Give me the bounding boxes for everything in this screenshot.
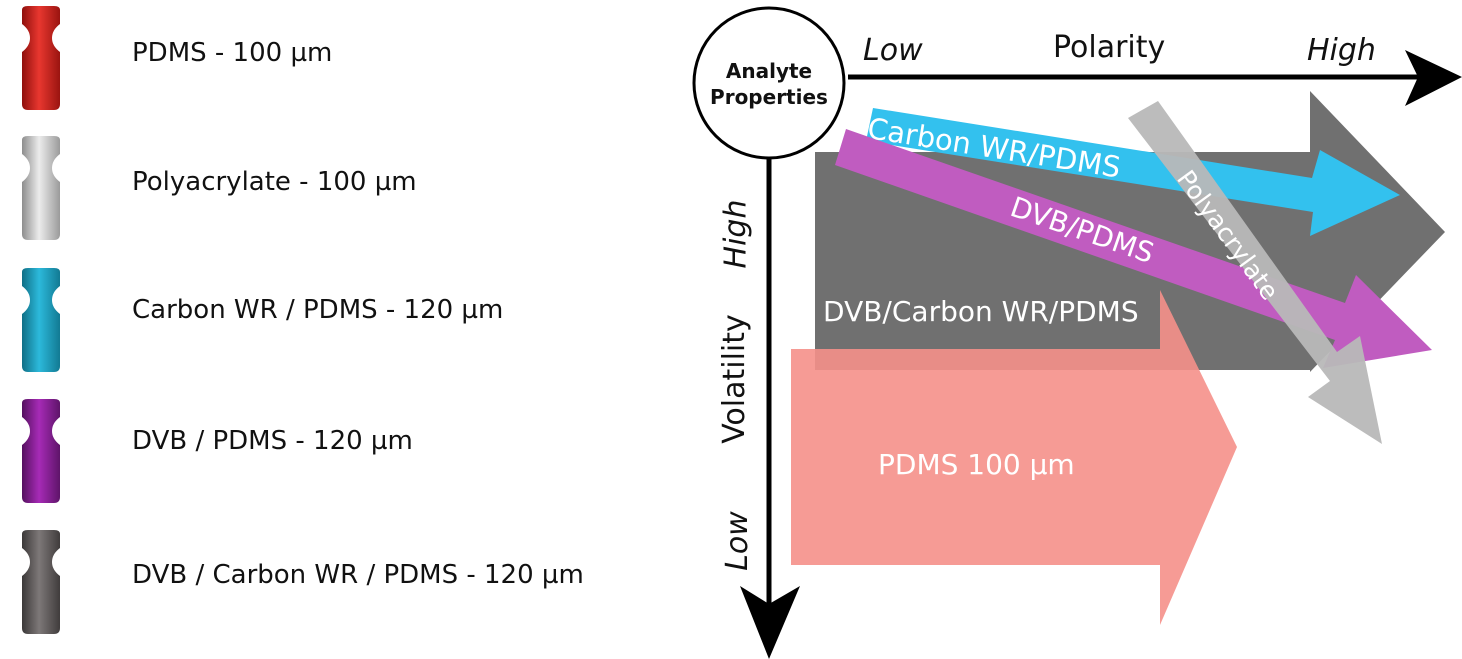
x-axis-arrowhead: [1405, 50, 1462, 106]
origin-label-line2: Properties: [710, 85, 828, 109]
analyte-properties-diagram: Analyte Properties Low Polarity High Hig…: [680, 0, 1462, 659]
y-axis-arrowhead: [740, 586, 800, 659]
band-label-pdms: PDMS 100 µm: [878, 448, 1075, 481]
fiber-purple-icon: [22, 399, 60, 503]
legend-label: Polyacrylate - 100 µm: [132, 167, 417, 197]
band-carbon-wr-pdms: [866, 108, 1400, 236]
x-axis-low-label: Low: [863, 33, 923, 68]
legend-item-dvb-carbon-wr-pdms: DVB / Carbon WR / PDMS - 120 µm: [0, 528, 680, 648]
origin-label-line1: Analyte: [725, 59, 813, 83]
legend-item-dvb-pdms: DVB / PDMS - 120 µm: [0, 396, 680, 516]
legend-label: Carbon WR / PDMS - 120 µm: [132, 295, 504, 325]
fiber-gray-icon: [22, 530, 60, 634]
legend-item-pdms: PDMS - 100 µm: [0, 0, 680, 120]
y-axis-title: Volatility: [716, 314, 752, 444]
legend-label: DVB / Carbon WR / PDMS - 120 µm: [132, 560, 584, 590]
fiber-silver-icon: [22, 136, 60, 240]
legend-label: PDMS - 100 µm: [132, 38, 333, 68]
x-axis-high-label: High: [1307, 33, 1376, 68]
y-axis-low-label: Low: [719, 511, 755, 571]
band-polyacrylate: [1128, 101, 1382, 444]
legend-label: DVB / PDMS - 120 µm: [132, 426, 413, 456]
band-pdms: [791, 290, 1237, 625]
origin-label: Analyte Properties: [694, 58, 844, 110]
legend-item-polyacrylate: Polyacrylate - 100 µm: [0, 132, 680, 252]
y-axis-high-label: High: [718, 199, 754, 269]
fiber-blue-icon: [22, 268, 60, 372]
legend-item-carbon-wr-pdms: Carbon WR / PDMS - 120 µm: [0, 264, 680, 384]
fiber-red-icon: [22, 6, 60, 110]
origin-circle: [692, 6, 846, 160]
band-label-dvb-carbon-wr-pdms: DVB/Carbon WR/PDMS: [823, 295, 1139, 328]
x-axis-title: Polarity: [1053, 30, 1166, 65]
fiber-legend: PDMS - 100 µm Polyacrylate - 100 µm Carb…: [0, 0, 680, 659]
diagram-graphics: [692, 6, 1462, 659]
